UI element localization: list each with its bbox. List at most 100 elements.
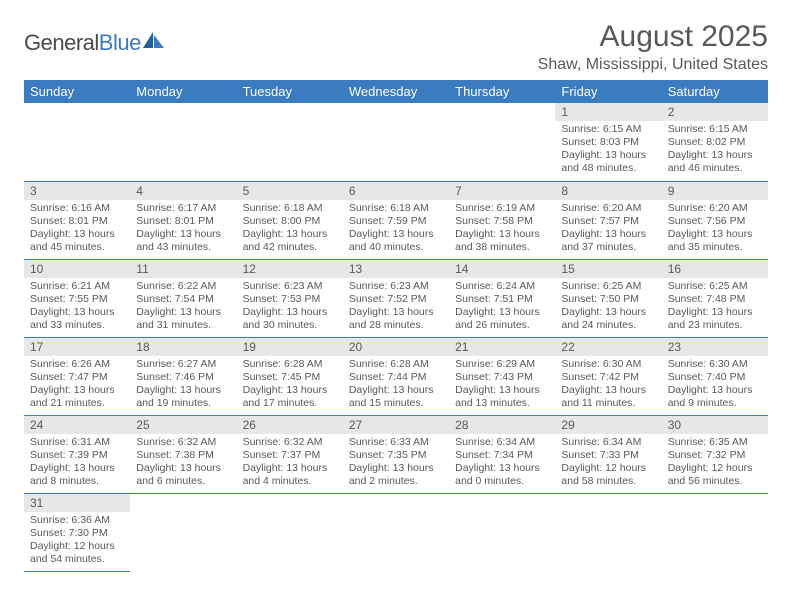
calendar-day: 23Sunrise: 6:30 AMSunset: 7:40 PMDayligh… (662, 337, 768, 415)
calendar-day: 26Sunrise: 6:32 AMSunset: 7:37 PMDayligh… (237, 415, 343, 493)
logo-part1: General (24, 30, 99, 55)
calendar-day: 1Sunrise: 6:15 AMSunset: 8:03 PMDaylight… (555, 103, 661, 181)
day-number: 31 (24, 494, 130, 512)
day-number: 3 (24, 182, 130, 200)
calendar-day: 30Sunrise: 6:35 AMSunset: 7:32 PMDayligh… (662, 415, 768, 493)
day-number: 15 (555, 260, 661, 278)
day-content: Sunrise: 6:16 AMSunset: 8:01 PMDaylight:… (24, 200, 130, 259)
day-content: Sunrise: 6:19 AMSunset: 7:58 PMDaylight:… (449, 200, 555, 259)
calendar-day: 31Sunrise: 6:36 AMSunset: 7:30 PMDayligh… (24, 493, 130, 571)
calendar-empty (237, 103, 343, 181)
day-number: 14 (449, 260, 555, 278)
day-content: Sunrise: 6:22 AMSunset: 7:54 PMDaylight:… (130, 278, 236, 337)
calendar-row: 10Sunrise: 6:21 AMSunset: 7:55 PMDayligh… (24, 259, 768, 337)
day-content: Sunrise: 6:25 AMSunset: 7:48 PMDaylight:… (662, 278, 768, 337)
logo-part2: Blue (99, 30, 141, 55)
calendar-day: 4Sunrise: 6:17 AMSunset: 8:01 PMDaylight… (130, 181, 236, 259)
day-content: Sunrise: 6:36 AMSunset: 7:30 PMDaylight:… (24, 512, 130, 571)
weekday-header: Sunday (24, 80, 130, 103)
calendar-day: 8Sunrise: 6:20 AMSunset: 7:57 PMDaylight… (555, 181, 661, 259)
calendar-row: 1Sunrise: 6:15 AMSunset: 8:03 PMDaylight… (24, 103, 768, 181)
day-content: Sunrise: 6:29 AMSunset: 7:43 PMDaylight:… (449, 356, 555, 415)
day-content: Sunrise: 6:31 AMSunset: 7:39 PMDaylight:… (24, 434, 130, 493)
day-content: Sunrise: 6:34 AMSunset: 7:34 PMDaylight:… (449, 434, 555, 493)
weekday-header: Thursday (449, 80, 555, 103)
calendar-day: 24Sunrise: 6:31 AMSunset: 7:39 PMDayligh… (24, 415, 130, 493)
day-number: 17 (24, 338, 130, 356)
day-content: Sunrise: 6:20 AMSunset: 7:57 PMDaylight:… (555, 200, 661, 259)
day-content: Sunrise: 6:18 AMSunset: 8:00 PMDaylight:… (237, 200, 343, 259)
calendar-table: SundayMondayTuesdayWednesdayThursdayFrid… (24, 80, 768, 572)
weekday-header: Monday (130, 80, 236, 103)
calendar-empty (555, 493, 661, 571)
calendar-empty (449, 493, 555, 571)
calendar-day: 17Sunrise: 6:26 AMSunset: 7:47 PMDayligh… (24, 337, 130, 415)
day-number: 23 (662, 338, 768, 356)
calendar-day: 15Sunrise: 6:25 AMSunset: 7:50 PMDayligh… (555, 259, 661, 337)
calendar-day: 3Sunrise: 6:16 AMSunset: 8:01 PMDaylight… (24, 181, 130, 259)
day-number: 22 (555, 338, 661, 356)
calendar-row: 24Sunrise: 6:31 AMSunset: 7:39 PMDayligh… (24, 415, 768, 493)
calendar-day: 29Sunrise: 6:34 AMSunset: 7:33 PMDayligh… (555, 415, 661, 493)
day-number: 8 (555, 182, 661, 200)
day-number: 24 (24, 416, 130, 434)
calendar-day: 14Sunrise: 6:24 AMSunset: 7:51 PMDayligh… (449, 259, 555, 337)
calendar-empty (662, 493, 768, 571)
calendar-empty (237, 493, 343, 571)
calendar-empty (24, 103, 130, 181)
calendar-empty (449, 103, 555, 181)
calendar-day: 18Sunrise: 6:27 AMSunset: 7:46 PMDayligh… (130, 337, 236, 415)
day-content: Sunrise: 6:18 AMSunset: 7:59 PMDaylight:… (343, 200, 449, 259)
calendar-day: 28Sunrise: 6:34 AMSunset: 7:34 PMDayligh… (449, 415, 555, 493)
day-number: 13 (343, 260, 449, 278)
day-content: Sunrise: 6:30 AMSunset: 7:40 PMDaylight:… (662, 356, 768, 415)
calendar-day: 19Sunrise: 6:28 AMSunset: 7:45 PMDayligh… (237, 337, 343, 415)
month-title: August 2025 (538, 20, 768, 54)
day-number: 21 (449, 338, 555, 356)
day-content: Sunrise: 6:23 AMSunset: 7:52 PMDaylight:… (343, 278, 449, 337)
day-content: Sunrise: 6:25 AMSunset: 7:50 PMDaylight:… (555, 278, 661, 337)
day-number: 18 (130, 338, 236, 356)
day-number: 5 (237, 182, 343, 200)
calendar-day: 7Sunrise: 6:19 AMSunset: 7:58 PMDaylight… (449, 181, 555, 259)
day-number: 9 (662, 182, 768, 200)
header: GeneralBlue August 2025 Shaw, Mississipp… (24, 20, 768, 74)
day-content: Sunrise: 6:20 AMSunset: 7:56 PMDaylight:… (662, 200, 768, 259)
calendar-empty (130, 493, 236, 571)
calendar-day: 11Sunrise: 6:22 AMSunset: 7:54 PMDayligh… (130, 259, 236, 337)
day-number: 4 (130, 182, 236, 200)
calendar-day: 12Sunrise: 6:23 AMSunset: 7:53 PMDayligh… (237, 259, 343, 337)
calendar-empty (130, 103, 236, 181)
day-content: Sunrise: 6:23 AMSunset: 7:53 PMDaylight:… (237, 278, 343, 337)
day-number: 1 (555, 103, 661, 121)
location: Shaw, Mississippi, United States (538, 56, 768, 74)
sail-icon (143, 32, 165, 55)
day-number: 26 (237, 416, 343, 434)
calendar-row: 31Sunrise: 6:36 AMSunset: 7:30 PMDayligh… (24, 493, 768, 571)
day-content: Sunrise: 6:30 AMSunset: 7:42 PMDaylight:… (555, 356, 661, 415)
calendar-day: 9Sunrise: 6:20 AMSunset: 7:56 PMDaylight… (662, 181, 768, 259)
calendar-row: 3Sunrise: 6:16 AMSunset: 8:01 PMDaylight… (24, 181, 768, 259)
day-number: 2 (662, 103, 768, 121)
day-number: 25 (130, 416, 236, 434)
day-content: Sunrise: 6:28 AMSunset: 7:44 PMDaylight:… (343, 356, 449, 415)
logo: GeneralBlue (24, 30, 165, 56)
weekday-header: Saturday (662, 80, 768, 103)
day-number: 27 (343, 416, 449, 434)
calendar-day: 6Sunrise: 6:18 AMSunset: 7:59 PMDaylight… (343, 181, 449, 259)
day-number: 16 (662, 260, 768, 278)
calendar-day: 20Sunrise: 6:28 AMSunset: 7:44 PMDayligh… (343, 337, 449, 415)
day-content: Sunrise: 6:17 AMSunset: 8:01 PMDaylight:… (130, 200, 236, 259)
day-number: 19 (237, 338, 343, 356)
day-content: Sunrise: 6:32 AMSunset: 7:37 PMDaylight:… (237, 434, 343, 493)
day-content: Sunrise: 6:15 AMSunset: 8:03 PMDaylight:… (555, 121, 661, 180)
day-content: Sunrise: 6:27 AMSunset: 7:46 PMDaylight:… (130, 356, 236, 415)
calendar-day: 16Sunrise: 6:25 AMSunset: 7:48 PMDayligh… (662, 259, 768, 337)
calendar-day: 25Sunrise: 6:32 AMSunset: 7:38 PMDayligh… (130, 415, 236, 493)
day-number: 7 (449, 182, 555, 200)
calendar-empty (343, 493, 449, 571)
weekday-header: Wednesday (343, 80, 449, 103)
day-number: 6 (343, 182, 449, 200)
calendar-day: 27Sunrise: 6:33 AMSunset: 7:35 PMDayligh… (343, 415, 449, 493)
day-number: 30 (662, 416, 768, 434)
